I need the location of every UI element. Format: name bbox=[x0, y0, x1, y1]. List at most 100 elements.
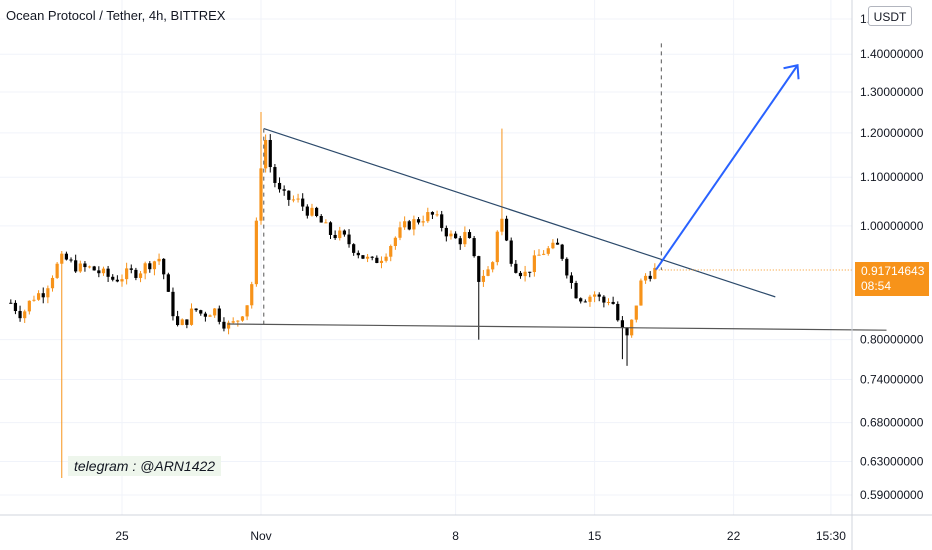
candle bbox=[41, 287, 45, 304]
candle bbox=[593, 291, 597, 303]
candle bbox=[310, 203, 314, 217]
candle-body bbox=[449, 233, 453, 237]
candle bbox=[125, 262, 129, 285]
candle bbox=[226, 320, 231, 335]
candle bbox=[23, 309, 27, 323]
candle bbox=[555, 238, 560, 245]
candle bbox=[440, 210, 444, 232]
trendline-upper bbox=[263, 128, 776, 298]
candle-body bbox=[458, 238, 462, 245]
candle-body bbox=[523, 271, 527, 277]
candle bbox=[106, 265, 110, 282]
y-tick-label: 1.40000000 bbox=[860, 47, 924, 61]
candle bbox=[282, 185, 286, 196]
candle-body bbox=[245, 305, 249, 317]
candle bbox=[101, 266, 106, 276]
candle-body bbox=[83, 263, 87, 268]
candle-body bbox=[129, 268, 133, 270]
candle-body bbox=[60, 253, 64, 264]
x-tick-label: 15:30 bbox=[816, 529, 846, 543]
x-tick-label: Nov bbox=[250, 529, 271, 543]
candle bbox=[528, 271, 532, 278]
x-tick-label: 22 bbox=[727, 529, 741, 543]
candle-body bbox=[180, 319, 184, 326]
candle-body bbox=[138, 273, 143, 278]
candle-body bbox=[74, 260, 78, 272]
candle-body bbox=[282, 189, 286, 191]
candle-body bbox=[203, 313, 207, 317]
candle-body bbox=[166, 274, 170, 292]
candle bbox=[259, 112, 263, 225]
candle-body bbox=[125, 268, 129, 280]
candle-body bbox=[430, 212, 435, 215]
candle-body bbox=[254, 220, 258, 285]
candle bbox=[120, 274, 124, 287]
candle-body bbox=[491, 262, 495, 270]
y-tick-label: 1.30000000 bbox=[860, 85, 924, 99]
candle bbox=[393, 236, 397, 250]
candle bbox=[342, 229, 346, 237]
projection-arrow bbox=[654, 64, 799, 271]
candle bbox=[491, 261, 495, 273]
candle bbox=[333, 230, 337, 240]
candle-body bbox=[653, 267, 657, 279]
candle bbox=[375, 255, 379, 264]
candle-body bbox=[421, 221, 425, 223]
candle-body bbox=[384, 256, 388, 261]
candle-body bbox=[9, 302, 13, 304]
candle-body bbox=[46, 288, 50, 298]
candle bbox=[199, 309, 203, 316]
candle bbox=[189, 303, 194, 326]
candle bbox=[495, 230, 499, 266]
candle-body bbox=[403, 221, 407, 228]
candle-body bbox=[444, 227, 448, 237]
candle bbox=[217, 305, 221, 325]
candle-body bbox=[495, 231, 499, 263]
candle-body bbox=[537, 254, 541, 256]
candle bbox=[37, 290, 41, 301]
last-price-tag: 0.91714643 08:54 bbox=[855, 262, 929, 296]
candle-body bbox=[634, 305, 638, 320]
candle-body bbox=[486, 269, 490, 276]
candle bbox=[231, 317, 235, 325]
candle-body bbox=[69, 259, 73, 261]
candle bbox=[87, 265, 92, 269]
candle bbox=[370, 256, 374, 261]
candle-body bbox=[333, 234, 337, 239]
candle bbox=[301, 193, 305, 211]
candle-body bbox=[264, 139, 268, 169]
candle-body bbox=[319, 215, 323, 223]
candle-body bbox=[435, 214, 439, 216]
candle bbox=[653, 263, 657, 280]
candle-body bbox=[250, 284, 254, 306]
projection-arrow-head bbox=[783, 64, 800, 80]
candle bbox=[74, 254, 78, 273]
candle bbox=[185, 319, 189, 329]
y-tick-label: 1.10000000 bbox=[860, 170, 924, 184]
candle-body bbox=[78, 263, 82, 272]
candle bbox=[458, 235, 462, 250]
candle bbox=[407, 219, 411, 231]
candle bbox=[55, 262, 59, 279]
currency-selector[interactable]: USDT bbox=[868, 6, 912, 26]
candle bbox=[352, 243, 356, 256]
candle-body bbox=[101, 268, 106, 274]
candle-body bbox=[37, 293, 41, 300]
candle bbox=[60, 250, 64, 478]
candle-body bbox=[199, 310, 203, 314]
candle-body bbox=[616, 303, 620, 321]
candle-body bbox=[328, 222, 333, 235]
candle bbox=[203, 311, 207, 322]
candle-body bbox=[231, 321, 235, 323]
candle bbox=[268, 134, 272, 173]
candle-body bbox=[555, 242, 560, 245]
candle bbox=[639, 278, 643, 306]
candle bbox=[152, 260, 157, 276]
candle bbox=[583, 299, 587, 303]
candle-body bbox=[41, 293, 45, 298]
candle-body bbox=[310, 207, 314, 216]
candle-body bbox=[602, 296, 606, 303]
candle bbox=[240, 316, 245, 322]
